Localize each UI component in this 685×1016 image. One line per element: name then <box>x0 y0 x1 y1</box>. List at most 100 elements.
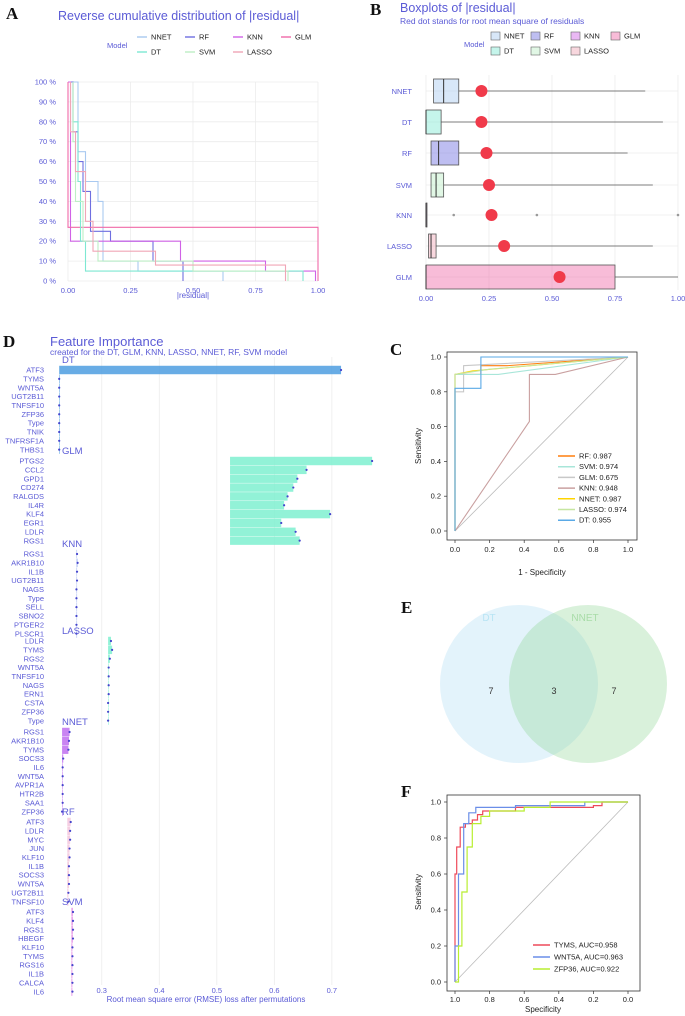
venn-label-dt: DT <box>482 613 495 624</box>
panel-c-ytick: 0.0 <box>431 527 441 536</box>
panel-b-legend-label: RF <box>544 32 554 41</box>
panel-d-point <box>107 675 110 678</box>
panel-d-point <box>298 539 301 542</box>
panel-a-legend-label: DT <box>151 48 161 57</box>
panel-d-point <box>71 928 75 931</box>
panel-d-feature-label: TNFRSF1A <box>5 436 44 445</box>
panel-c-legend-label: LASSO: 0.974 <box>579 505 627 514</box>
panel-d-point <box>292 486 295 489</box>
panel-a-xtick: 0.50 <box>186 286 201 295</box>
panel-d-feature-label: NAGS <box>23 681 44 690</box>
panel-b-ytick: LASSO <box>387 242 412 251</box>
panel-d-point <box>67 891 70 894</box>
panel-d-feature-label: IL1B <box>29 567 44 576</box>
panel-b-ytick: RF <box>402 149 412 158</box>
venn-circle-dt <box>440 605 598 763</box>
panel-b-legend-title: Model <box>464 40 485 49</box>
panel-b-legend-swatch <box>570 46 581 56</box>
panel-d-point <box>71 972 74 976</box>
panel-d-feature-importance: Feature Importance created for the DT, G… <box>5 334 374 1004</box>
panel-b-legend-swatch <box>530 31 541 41</box>
panel-label-c: C <box>390 340 402 359</box>
panel-d-point <box>68 847 71 850</box>
panel-d-bar <box>62 736 69 746</box>
panel-d-bar <box>62 745 69 754</box>
panel-d-feature-label: Type <box>28 594 44 603</box>
panel-a-ytick: 60 % <box>39 157 56 166</box>
panel-d-bar <box>230 527 296 537</box>
panel-a-ytick: 90 % <box>39 97 56 106</box>
panel-d-feature-label: GPD1 <box>24 474 44 483</box>
panel-a-series-glm <box>67 82 319 281</box>
panel-d-feature-label: IL6 <box>34 763 44 772</box>
panel-b-rmse-dot <box>553 271 566 283</box>
panel-d-xtick: 0.3 <box>97 986 107 995</box>
panel-b-ytick: NNET <box>392 87 413 96</box>
panel-d-group-label-glm: GLM <box>62 446 83 457</box>
panel-d-feature-label: RGS1 <box>24 728 44 737</box>
panel-d-point <box>68 856 71 859</box>
panel-c-ylabel: Sensitivity <box>414 428 423 464</box>
panel-d-point <box>58 386 61 389</box>
panel-d-groups: DTATF3TYMSWNT5AUGT2B11TNFSF10ZFP36TypeTN… <box>5 355 374 996</box>
panel-d-feature-label: UGT2B11 <box>11 888 44 897</box>
panel-d-feature-label: Type <box>28 419 44 428</box>
panel-label-a: A <box>6 4 19 23</box>
panel-a-ytick: 80 % <box>39 117 56 126</box>
panel-b-legend-swatch <box>490 31 501 41</box>
panel-d-feature-label: ZFP36 <box>21 410 44 419</box>
panel-d-point <box>108 657 111 660</box>
panel-a-legend-label: LASSO <box>247 48 272 57</box>
panel-d-point <box>106 710 110 713</box>
panel-d-point <box>75 597 78 600</box>
panel-d-feature-label: UGT2B11 <box>11 576 44 585</box>
panel-b-xtick: 0.00 <box>419 294 434 303</box>
panel-f-roc-wnt5a <box>454 801 628 982</box>
panel-c-legend-label: SVM: 0.974 <box>579 462 618 471</box>
panel-d-feature-label: WNT5A <box>18 772 44 781</box>
panel-a-legend-title: Model <box>107 41 128 50</box>
panel-label-e: E <box>401 598 412 617</box>
panel-d-feature-label: TNFSF10 <box>11 672 44 681</box>
panel-d-feature-label: RGS1 <box>24 925 44 934</box>
panel-b-legend-swatch <box>570 31 581 41</box>
panel-d-point <box>61 775 64 778</box>
panel-d-bar <box>108 645 113 655</box>
panel-d-feature-label: CSTA <box>25 699 44 708</box>
panel-d-point <box>58 430 61 434</box>
panel-d-xtick: 0.5 <box>212 986 222 995</box>
panel-b-xtick: 0.25 <box>482 294 497 303</box>
panel-d-feature-label: AKR1B10 <box>11 736 44 745</box>
panel-a-legend-label: SVM <box>199 48 215 57</box>
panel-d-feature-label: KLF10 <box>22 943 44 952</box>
panel-a-ytick: 20 % <box>39 237 56 246</box>
panel-d-point <box>296 477 299 480</box>
panel-b-subtitle: Red dot stands for root mean square of r… <box>400 16 584 26</box>
panel-b-rmse-dot <box>475 116 488 128</box>
panel-d-point <box>294 530 297 533</box>
panel-d-point <box>75 614 78 618</box>
panel-a-legend-label: NNET <box>151 33 172 42</box>
panel-d-point <box>107 666 110 669</box>
panel-d-feature-label: ZFP36 <box>21 807 44 816</box>
panel-d-feature-label: TNFSF10 <box>11 401 44 410</box>
panel-b-legend-label: DT <box>504 47 514 56</box>
panel-d-point <box>61 792 64 796</box>
panel-d-bar <box>230 509 331 519</box>
panel-d-bar <box>230 465 307 475</box>
panel-d-feature-label: WNT5A <box>18 383 44 392</box>
venn-label-nnet: NNET <box>571 613 598 624</box>
panel-b-legend-label: GLM <box>624 32 640 41</box>
panel-d-group-label-lasso: LASSO <box>62 626 94 637</box>
panel-d-feature-label: IL4R <box>28 501 44 510</box>
panel-a-legend-label: RF <box>199 33 209 42</box>
panel-c-legend-label: DT: 0.955 <box>579 516 611 525</box>
panel-d-bar <box>230 518 282 528</box>
panel-label-f: F <box>401 782 411 801</box>
panel-a-xtick: 1.00 <box>311 286 326 295</box>
panel-c-frame <box>446 351 638 541</box>
panel-d-point <box>339 368 343 372</box>
panel-b-outlier <box>535 213 539 217</box>
panel-d-feature-label: TYMS <box>23 745 44 754</box>
panel-b-boxplots: Boxplots of |residual| Red dot stands fo… <box>387 1 685 303</box>
